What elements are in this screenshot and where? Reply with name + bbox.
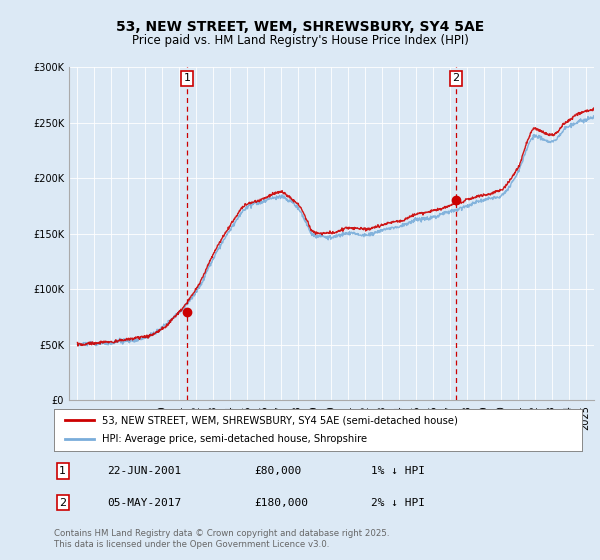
- Text: 53, NEW STREET, WEM, SHREWSBURY, SY4 5AE (semi-detached house): 53, NEW STREET, WEM, SHREWSBURY, SY4 5AE…: [101, 415, 457, 425]
- Text: 1: 1: [184, 73, 191, 83]
- Text: HPI: Average price, semi-detached house, Shropshire: HPI: Average price, semi-detached house,…: [101, 435, 367, 445]
- Text: Price paid vs. HM Land Registry's House Price Index (HPI): Price paid vs. HM Land Registry's House …: [131, 34, 469, 46]
- Text: 2% ↓ HPI: 2% ↓ HPI: [371, 498, 425, 507]
- Text: 2: 2: [452, 73, 460, 83]
- Text: 22-JUN-2001: 22-JUN-2001: [107, 466, 181, 476]
- Text: 2: 2: [59, 498, 67, 507]
- Text: 1: 1: [59, 466, 66, 476]
- Text: £180,000: £180,000: [254, 498, 308, 507]
- Text: 53, NEW STREET, WEM, SHREWSBURY, SY4 5AE: 53, NEW STREET, WEM, SHREWSBURY, SY4 5AE: [116, 20, 484, 34]
- Text: 1% ↓ HPI: 1% ↓ HPI: [371, 466, 425, 476]
- Text: 05-MAY-2017: 05-MAY-2017: [107, 498, 181, 507]
- Text: Contains HM Land Registry data © Crown copyright and database right 2025.
This d: Contains HM Land Registry data © Crown c…: [54, 529, 389, 549]
- Text: £80,000: £80,000: [254, 466, 302, 476]
